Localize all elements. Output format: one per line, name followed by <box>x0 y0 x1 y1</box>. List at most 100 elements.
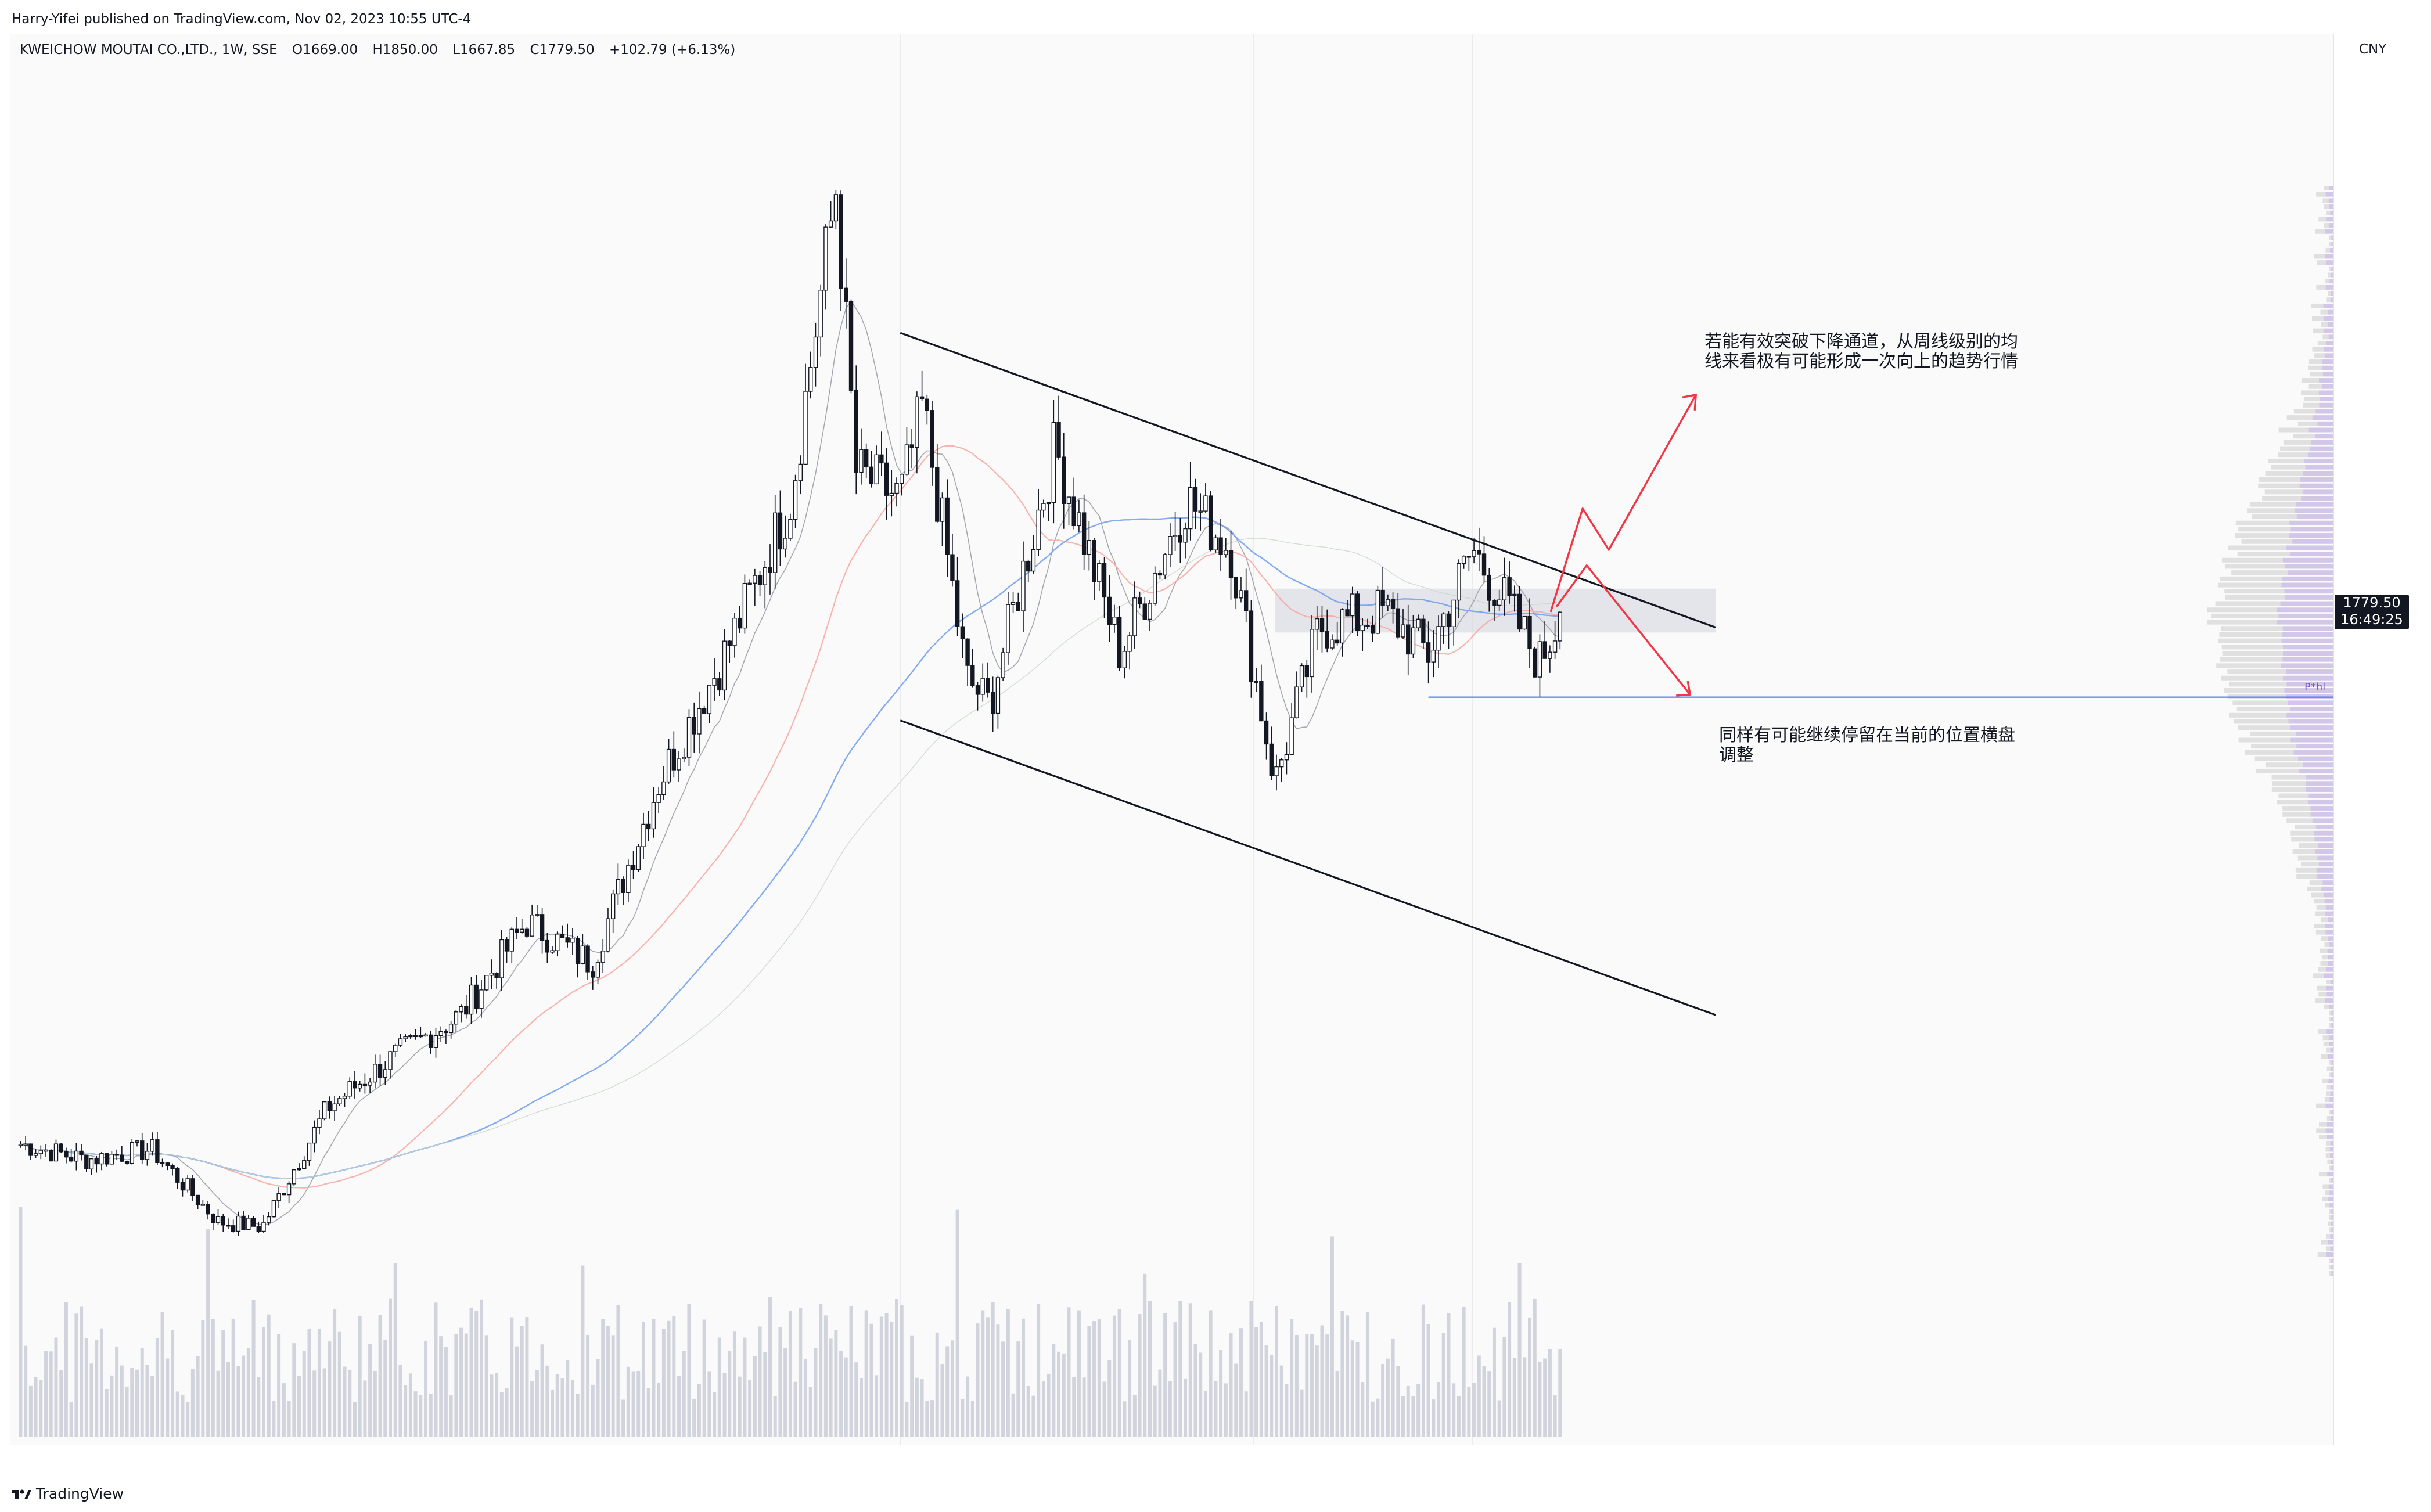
price-axis[interactable] <box>2333 34 2431 1445</box>
profile-bar-volume <box>2211 613 2279 618</box>
profile-bar-volume <box>2262 496 2301 501</box>
profile-bar-value <box>2293 750 2333 755</box>
candle-body <box>1097 563 1102 582</box>
candle-body <box>1522 615 1527 630</box>
volume-bar <box>1376 1398 1380 1437</box>
profile-bar-value <box>2302 489 2333 495</box>
volume-bar <box>125 1387 129 1437</box>
candle-body <box>1497 599 1502 606</box>
volume-bar <box>849 1306 853 1437</box>
profile-bar-volume <box>2292 849 2315 854</box>
candle-body <box>1304 665 1310 678</box>
profile-bar-value <box>2290 527 2333 532</box>
volume-bar <box>1294 1335 1299 1437</box>
profile-bar-volume <box>2314 254 2325 259</box>
profile-bar-volume <box>2238 527 2291 532</box>
profile-bar-volume <box>2326 1085 2331 1090</box>
volume-bar <box>1203 1391 1207 1437</box>
candle-body <box>717 678 722 691</box>
profile-bar-volume <box>2290 830 2314 836</box>
profile-bar-value <box>2296 502 2333 507</box>
volume-bar <box>464 1333 468 1437</box>
candle-body <box>84 1154 89 1169</box>
profile-bar-value <box>2286 712 2333 718</box>
volume-bar <box>353 1402 357 1437</box>
volume-bar <box>1381 1363 1385 1437</box>
volume-bar <box>231 1319 235 1437</box>
volume-bar <box>778 1326 782 1437</box>
volume-bar <box>1052 1344 1056 1437</box>
volume-bar <box>707 1371 711 1437</box>
footer-brand[interactable]: TradingView <box>12 1479 124 1509</box>
volume-bar <box>1411 1396 1415 1437</box>
volume-bar <box>262 1326 265 1437</box>
candle-body <box>1360 624 1365 631</box>
profile-bar-volume <box>2278 793 2309 798</box>
volume-bar <box>732 1331 736 1437</box>
candle-body <box>621 879 625 894</box>
volume-bar <box>1057 1351 1061 1437</box>
volume-bar <box>753 1356 757 1437</box>
volume-bar <box>1528 1317 1531 1437</box>
volume-bar <box>991 1302 995 1437</box>
candle-body <box>1117 617 1122 669</box>
volume-bar <box>884 1313 889 1437</box>
volume-bar <box>808 1387 812 1437</box>
breakout-annotation[interactable]: 若能有效突破下降通道，从周线级别的均 线来看极有可能形成一次向上的趋势行情 <box>1704 332 2018 372</box>
volume-bar <box>145 1365 149 1437</box>
candle-body <box>44 1149 48 1152</box>
volume-bar <box>935 1332 939 1437</box>
profile-bar-value <box>2331 1023 2333 1028</box>
profile-bar-volume <box>2325 279 2330 284</box>
chart-plot-area[interactable] <box>10 34 2333 1445</box>
volume-bar <box>1016 1341 1020 1437</box>
profile-bar-volume <box>2233 719 2289 724</box>
volume-bar <box>1497 1400 1501 1437</box>
volume-bar <box>515 1346 519 1437</box>
profile-bar-value <box>2324 328 2333 333</box>
volume-bar <box>120 1365 124 1437</box>
profile-bar-volume <box>2249 502 2296 507</box>
volume-bar <box>581 1265 585 1437</box>
candle-body <box>1142 603 1147 620</box>
candle-body <box>1264 720 1269 745</box>
volume-bar <box>976 1323 980 1437</box>
candle-body <box>1512 593 1517 596</box>
chart-legend: KWEICHOW MOUTAI CO.,LTD., 1W, SSE O1669.… <box>20 39 746 60</box>
time-axis[interactable] <box>10 1445 2333 1486</box>
candle-body <box>1077 512 1081 527</box>
consolidation-arrow-path <box>1555 564 1691 696</box>
profile-bar-volume <box>2321 1240 2328 1245</box>
candle-body <box>935 467 940 522</box>
candle-body <box>565 937 570 943</box>
consolidation-annotation[interactable]: 同样有可能继续停留在当前的位置横盘 调整 <box>1719 725 2015 765</box>
candle-body <box>1193 487 1198 512</box>
profile-bar-volume <box>2329 235 2332 240</box>
volume-bar <box>702 1319 706 1437</box>
volume-bar <box>1340 1311 1344 1437</box>
profile-bar-volume <box>2314 353 2325 358</box>
candle-body <box>1350 593 1355 617</box>
candle-body <box>1396 608 1400 638</box>
volume-bar <box>652 1319 656 1437</box>
candle-body <box>1386 599 1390 606</box>
candle-body <box>322 1101 327 1119</box>
candle-body <box>610 893 616 919</box>
volume-bar <box>616 1305 620 1437</box>
volume-bar <box>981 1310 985 1437</box>
candle-body <box>175 1168 180 1183</box>
volume-bar <box>713 1392 717 1437</box>
candle-body <box>1188 487 1193 530</box>
profile-bar-value <box>2331 1258 2333 1263</box>
volume-bar <box>1310 1334 1314 1437</box>
volume-bar <box>586 1335 590 1437</box>
currency-label[interactable]: CNY <box>2359 42 2387 57</box>
volume-bar <box>69 1402 73 1437</box>
profile-bar-volume <box>2315 998 2325 1003</box>
volume-bar <box>555 1374 559 1437</box>
candle-body <box>1289 717 1294 755</box>
volume-bar <box>1270 1354 1274 1437</box>
profile-bar-volume <box>2293 434 2315 439</box>
volume-bar <box>1350 1340 1354 1437</box>
